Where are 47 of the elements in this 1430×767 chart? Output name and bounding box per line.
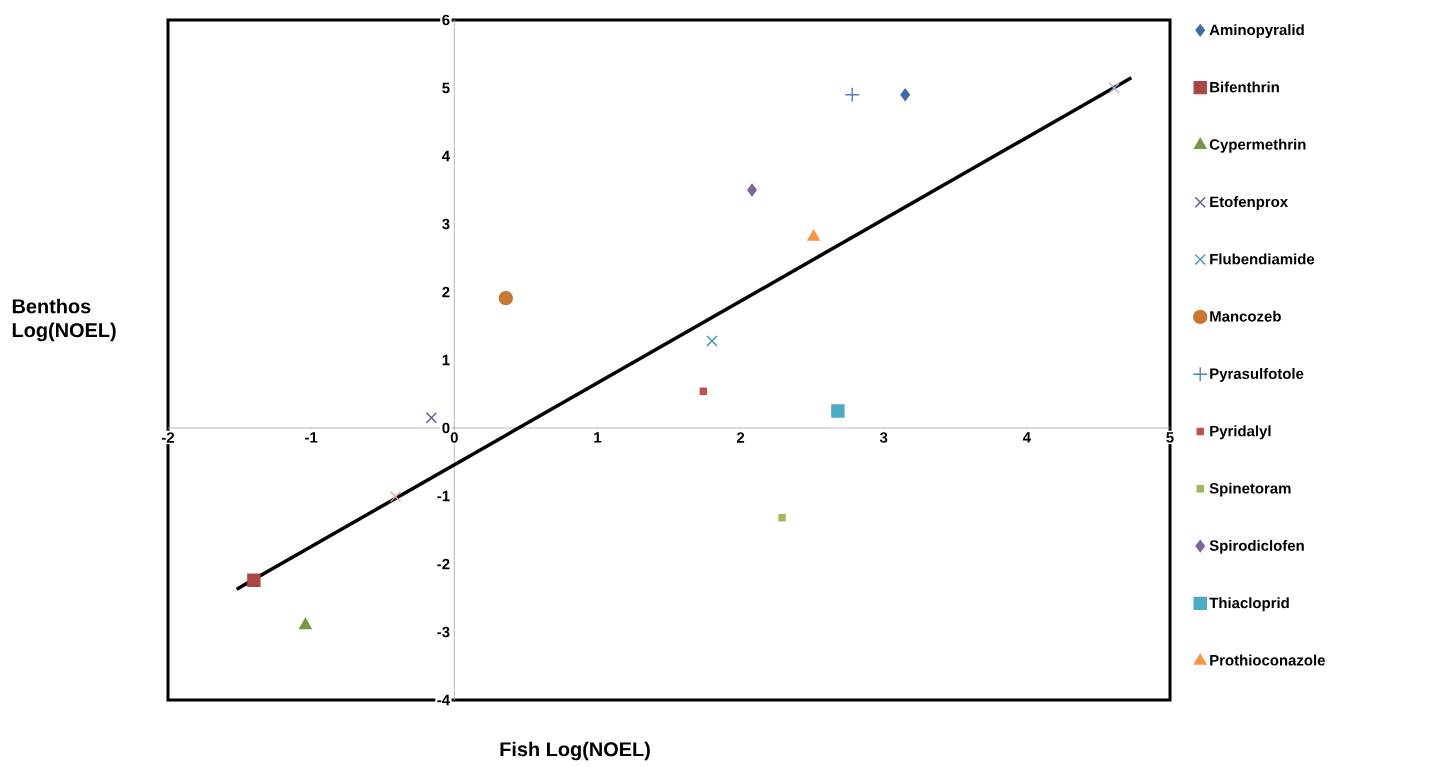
y-tick-label: 5 [442, 82, 450, 94]
y-tick-label: -1 [437, 490, 450, 502]
x-tick-label: 3 [879, 432, 888, 443]
legend-label: Spirodiclofen [1209, 539, 1304, 554]
point [1108, 82, 1120, 94]
legend-label: Aminopyralid [1209, 24, 1304, 39]
point [844, 87, 860, 103]
legend-label: Bifenthrin [1210, 81, 1279, 93]
legend-label: Spinetoram [1209, 482, 1291, 497]
point [831, 404, 845, 418]
x-tick-label: 2 [736, 432, 745, 443]
y-tick-label: 2 [442, 286, 450, 298]
x-tick-label: 4 [1022, 432, 1031, 443]
legend-label: Cypermethrin [1209, 138, 1306, 153]
y-tick-label: 4 [441, 150, 451, 162]
legend-label: Etofenprox [1210, 196, 1288, 211]
point [807, 229, 820, 241]
x-tick-label: 0 [450, 432, 458, 443]
point [247, 573, 261, 588]
x-tick-label: -2 [161, 432, 175, 443]
x-tick-label: 5 [1166, 432, 1174, 443]
point [425, 412, 438, 424]
y-tick-label: 1 [442, 354, 450, 366]
point [498, 290, 514, 306]
y-tick-label: -4 [437, 694, 451, 706]
legend-label: Thiacloprid [1209, 597, 1289, 612]
point [900, 88, 911, 101]
y-axis-title: Benthos Log(NOEL) [12, 298, 116, 342]
point [747, 183, 757, 197]
x-axis-title: Fish Log(NOEL) [500, 741, 650, 761]
point [699, 387, 708, 395]
point [389, 491, 402, 503]
legend-label: Pyridalyl [1210, 425, 1271, 440]
point [706, 335, 718, 347]
legend-label: Pyrasulfotole [1210, 368, 1304, 382]
x-tick-label: 1 [594, 432, 602, 443]
y-tick-label: 3 [442, 218, 450, 230]
legend-label: Mancozeb [1210, 310, 1281, 322]
point [299, 618, 312, 630]
point [778, 514, 786, 522]
legend-label: Flubendiamide [1210, 253, 1315, 265]
y-tick-label: -2 [437, 558, 450, 570]
y-tick-label: 0 [442, 422, 450, 434]
legend-label: Prothioconazole [1210, 654, 1325, 666]
y-tick-label: -3 [437, 626, 450, 638]
x-tick-label: -1 [305, 432, 318, 443]
y-tick-label: 6 [442, 14, 450, 26]
